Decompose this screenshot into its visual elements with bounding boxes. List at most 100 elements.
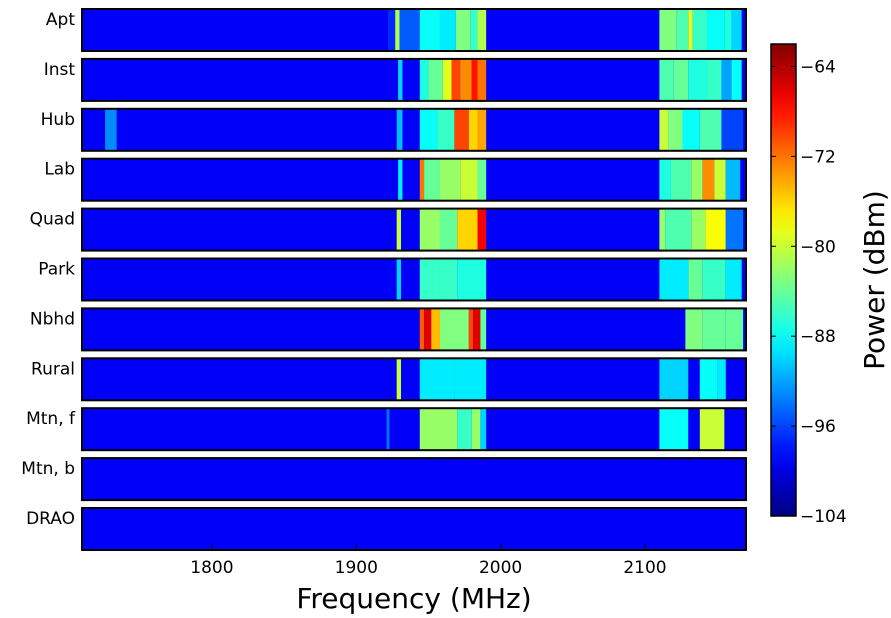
power-band	[659, 258, 689, 301]
row-background	[82, 458, 746, 501]
power-band	[399, 9, 420, 51]
power-band	[725, 158, 741, 201]
power-band	[699, 358, 718, 401]
row-background	[82, 158, 746, 201]
colorbar-tick-label: −88	[800, 327, 836, 347]
power-band	[702, 258, 726, 301]
heatmap-row: Apt	[46, 8, 747, 52]
power-band	[386, 408, 390, 451]
power-band	[457, 258, 487, 301]
colorbar-tick-label: −104	[800, 507, 847, 527]
power-band	[428, 58, 443, 101]
power-band	[419, 158, 425, 201]
power-band	[419, 9, 440, 51]
row-label: Hub	[41, 110, 75, 130]
heatmap-row: DRAO	[26, 507, 747, 551]
power-band	[398, 58, 403, 101]
power-band	[477, 108, 487, 151]
power-band	[691, 208, 706, 251]
heatmap-row: Mtn, b	[21, 457, 747, 502]
power-band	[477, 208, 487, 251]
power-band	[419, 208, 440, 251]
row-background	[82, 58, 746, 101]
power-band	[437, 108, 455, 151]
row-background	[82, 358, 746, 401]
row-frame	[81, 507, 747, 551]
power-band	[480, 408, 487, 451]
power-band	[454, 108, 469, 151]
power-band	[457, 208, 478, 251]
power-band	[439, 9, 456, 51]
x-axis-title: Frequency (MHz)	[296, 582, 531, 615]
power-band	[460, 58, 472, 101]
power-band	[724, 9, 732, 51]
power-band	[659, 208, 666, 251]
power-band	[668, 108, 683, 151]
power-band	[659, 408, 689, 451]
power-band	[477, 58, 487, 101]
power-band	[670, 158, 692, 201]
power-band	[721, 108, 744, 151]
power-band	[419, 308, 425, 351]
row-background	[82, 308, 746, 351]
power-band	[442, 58, 452, 101]
power-band	[396, 258, 402, 301]
row-label: Inst	[44, 60, 76, 80]
heatmap-row: Rural	[31, 357, 747, 402]
power-band	[470, 9, 478, 51]
power-band	[699, 108, 722, 151]
row-frame	[81, 407, 747, 452]
colorbar-tick-label: −96	[800, 417, 836, 437]
power-band	[439, 308, 469, 351]
power-band	[691, 158, 703, 201]
power-band	[424, 308, 432, 351]
power-band	[419, 58, 429, 101]
power-band	[685, 308, 703, 351]
power-band	[471, 408, 481, 451]
power-band	[714, 158, 726, 201]
row-panels: Apt Inst Hub Lab Quad Park Nbhd Rural Mtn, f Mtn,…	[21, 8, 747, 551]
heatmap-row: Inst	[44, 57, 747, 102]
power-band	[396, 208, 402, 251]
power-band	[707, 9, 725, 51]
power-band	[431, 308, 440, 351]
power-band	[451, 58, 461, 101]
power-band	[725, 258, 742, 301]
colorbar-tick-label: −80	[800, 237, 836, 257]
power-band	[468, 308, 474, 351]
x-tick-label: 1800	[190, 558, 233, 578]
power-band	[705, 208, 726, 251]
power-band	[707, 58, 722, 101]
power-band	[457, 408, 472, 451]
colorbar-gradient	[770, 43, 797, 517]
heatmap-row: Hub	[41, 107, 747, 152]
power-band	[477, 158, 487, 201]
colorbar-tick-label: −72	[800, 147, 836, 167]
row-background	[82, 508, 746, 550]
heatmap-row: Lab	[44, 157, 747, 202]
power-band	[725, 208, 744, 251]
row-label: Apt	[46, 10, 75, 30]
power-band	[665, 208, 692, 251]
row-background	[82, 108, 746, 151]
x-tick-label: 1900	[335, 558, 378, 578]
power-band	[659, 58, 674, 101]
power-band	[396, 108, 403, 151]
row-frame	[81, 307, 747, 352]
power-band	[460, 158, 478, 201]
row-frame	[81, 107, 747, 152]
power-band	[659, 9, 677, 51]
power-band	[659, 158, 671, 201]
row-frame	[81, 157, 747, 202]
row-label: DRAO	[26, 509, 75, 529]
power-band	[699, 408, 725, 451]
x-tick-label: 2000	[479, 558, 522, 578]
row-label: Rural	[31, 359, 75, 379]
row-label: Nbhd	[30, 309, 75, 329]
power-band	[659, 358, 689, 401]
row-label: Park	[38, 260, 75, 280]
power-band	[702, 158, 715, 201]
heatmap-row: Quad	[30, 207, 747, 252]
power-band	[439, 208, 458, 251]
